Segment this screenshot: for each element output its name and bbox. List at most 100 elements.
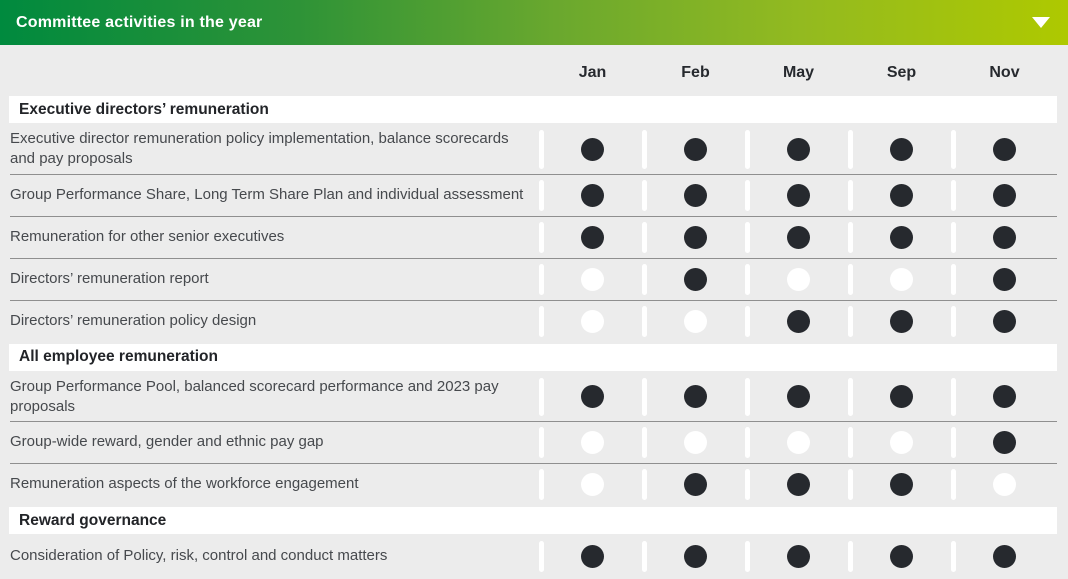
month-cell-sep [848, 125, 953, 174]
row-separator [10, 215, 1057, 217]
activity-dot-filled [684, 225, 707, 249]
row-label: Group Performance Share, Long Term Share… [10, 185, 524, 203]
panel-header[interactable]: Committee activities in the year [0, 0, 1068, 45]
activity-dot-filled [993, 545, 1016, 568]
activity-dot-empty [581, 309, 604, 333]
activity-dot-filled [993, 431, 1016, 454]
month-cell-jan [539, 422, 644, 463]
month-cell-feb [642, 422, 747, 463]
month-cell-may [745, 301, 850, 342]
month-cell-feb [642, 217, 747, 258]
section-heading-label: Executive directors’ remuneration [19, 100, 269, 118]
month-cell-may [745, 373, 850, 422]
activity-dot-filled [684, 267, 707, 291]
month-cell-nov [951, 259, 1056, 300]
month-header-row: Jan Feb May Sep Nov [0, 45, 1068, 94]
row-label: Directors’ remuneration policy design [10, 311, 257, 329]
month-cell-feb [642, 373, 747, 422]
activity-dot-filled [787, 473, 810, 496]
row-label: Executive director remuneration policy i… [10, 130, 509, 168]
activity-dot-filled [787, 183, 810, 207]
row-label: Remuneration aspects of the workforce en… [10, 475, 359, 493]
month-cell-nov [951, 125, 1056, 174]
table-row: Remuneration aspects of the workforce en… [0, 464, 1068, 505]
month-cell-may [745, 217, 850, 258]
month-cell-sep [848, 422, 953, 463]
month-cell-may [745, 259, 850, 300]
table-row: Group-wide reward, gender and ethnic pay… [0, 422, 1068, 463]
activity-dot-filled [993, 137, 1016, 161]
month-cell-sep [848, 175, 953, 216]
row-separator [10, 257, 1057, 259]
activity-dot-filled [993, 225, 1016, 249]
section-heading: Executive directors’ remuneration [9, 96, 1057, 123]
section-heading: All employee remuneration [9, 343, 1057, 371]
row-separator [10, 299, 1057, 301]
activity-dot-empty [890, 267, 913, 291]
activity-dot-filled [890, 545, 913, 568]
month-cell-nov [951, 536, 1056, 577]
activity-dot-filled [684, 137, 707, 161]
month-cell-feb [642, 125, 747, 174]
activity-dot-filled [993, 309, 1016, 333]
activity-dot-filled [581, 137, 604, 161]
month-cell-nov [951, 464, 1056, 505]
table-row: Executive director remuneration policy i… [0, 125, 1068, 174]
activity-dot-filled [581, 183, 604, 207]
month-cell-sep [848, 217, 953, 258]
month-cell-jan [539, 259, 644, 300]
activity-dot-empty [581, 431, 604, 454]
activity-dot-filled [787, 225, 810, 249]
table-row: Directors’ remuneration report [0, 259, 1068, 300]
month-cell-feb [642, 536, 747, 577]
table-row: Group Performance Pool, balanced scoreca… [0, 373, 1068, 422]
activity-dot-filled [993, 385, 1016, 409]
month-cell-sep [848, 464, 953, 505]
month-cell-feb [642, 464, 747, 505]
row-label: Directors’ remuneration report [10, 269, 209, 287]
table-row: Consideration of Policy, risk, control a… [0, 536, 1068, 577]
month-cell-jan [539, 301, 644, 342]
activity-dot-filled [890, 473, 913, 496]
column-header-sep: Sep [886, 63, 917, 81]
month-cell-may [745, 175, 850, 216]
row-separator [10, 421, 1057, 422]
month-cell-jan [539, 125, 644, 174]
activity-dot-filled [684, 545, 707, 568]
row-label: Group-wide reward, gender and ethnic pay… [10, 433, 324, 451]
month-cell-may [745, 536, 850, 577]
month-cell-may [745, 422, 850, 463]
month-cell-nov [951, 217, 1056, 258]
table-row: Remuneration for other senior executives [0, 217, 1068, 258]
activity-dot-empty [684, 309, 707, 333]
month-cell-nov [951, 422, 1056, 463]
chevron-down-icon[interactable] [1032, 17, 1050, 28]
activity-dot-filled [787, 545, 810, 568]
month-cell-sep [848, 259, 953, 300]
section-heading-label: Reward governance [19, 511, 167, 529]
column-header-may: May [782, 63, 815, 81]
month-cell-jan [539, 217, 644, 258]
section-heading: Reward governance [9, 507, 1057, 534]
month-cell-feb [642, 301, 747, 342]
month-cell-feb [642, 259, 747, 300]
column-header-jan: Jan [578, 63, 607, 81]
activity-dot-filled [890, 137, 913, 161]
activity-dot-filled [787, 137, 810, 161]
row-label: Consideration of Policy, risk, control a… [10, 547, 388, 565]
activity-dot-filled [684, 473, 707, 496]
activity-dot-empty [787, 267, 810, 291]
month-cell-nov [951, 373, 1056, 422]
month-cell-may [745, 125, 850, 174]
activity-dot-empty [684, 431, 707, 454]
row-label: Remuneration for other senior executives [10, 227, 285, 245]
month-cell-jan [539, 373, 644, 422]
month-cell-jan [539, 175, 644, 216]
activity-dot-filled [890, 385, 913, 409]
panel-title: Committee activities in the year [16, 13, 263, 31]
activity-dot-empty [581, 473, 604, 496]
month-cell-sep [848, 536, 953, 577]
activity-dot-filled [581, 385, 604, 409]
column-header-nov: Nov [989, 63, 1020, 81]
